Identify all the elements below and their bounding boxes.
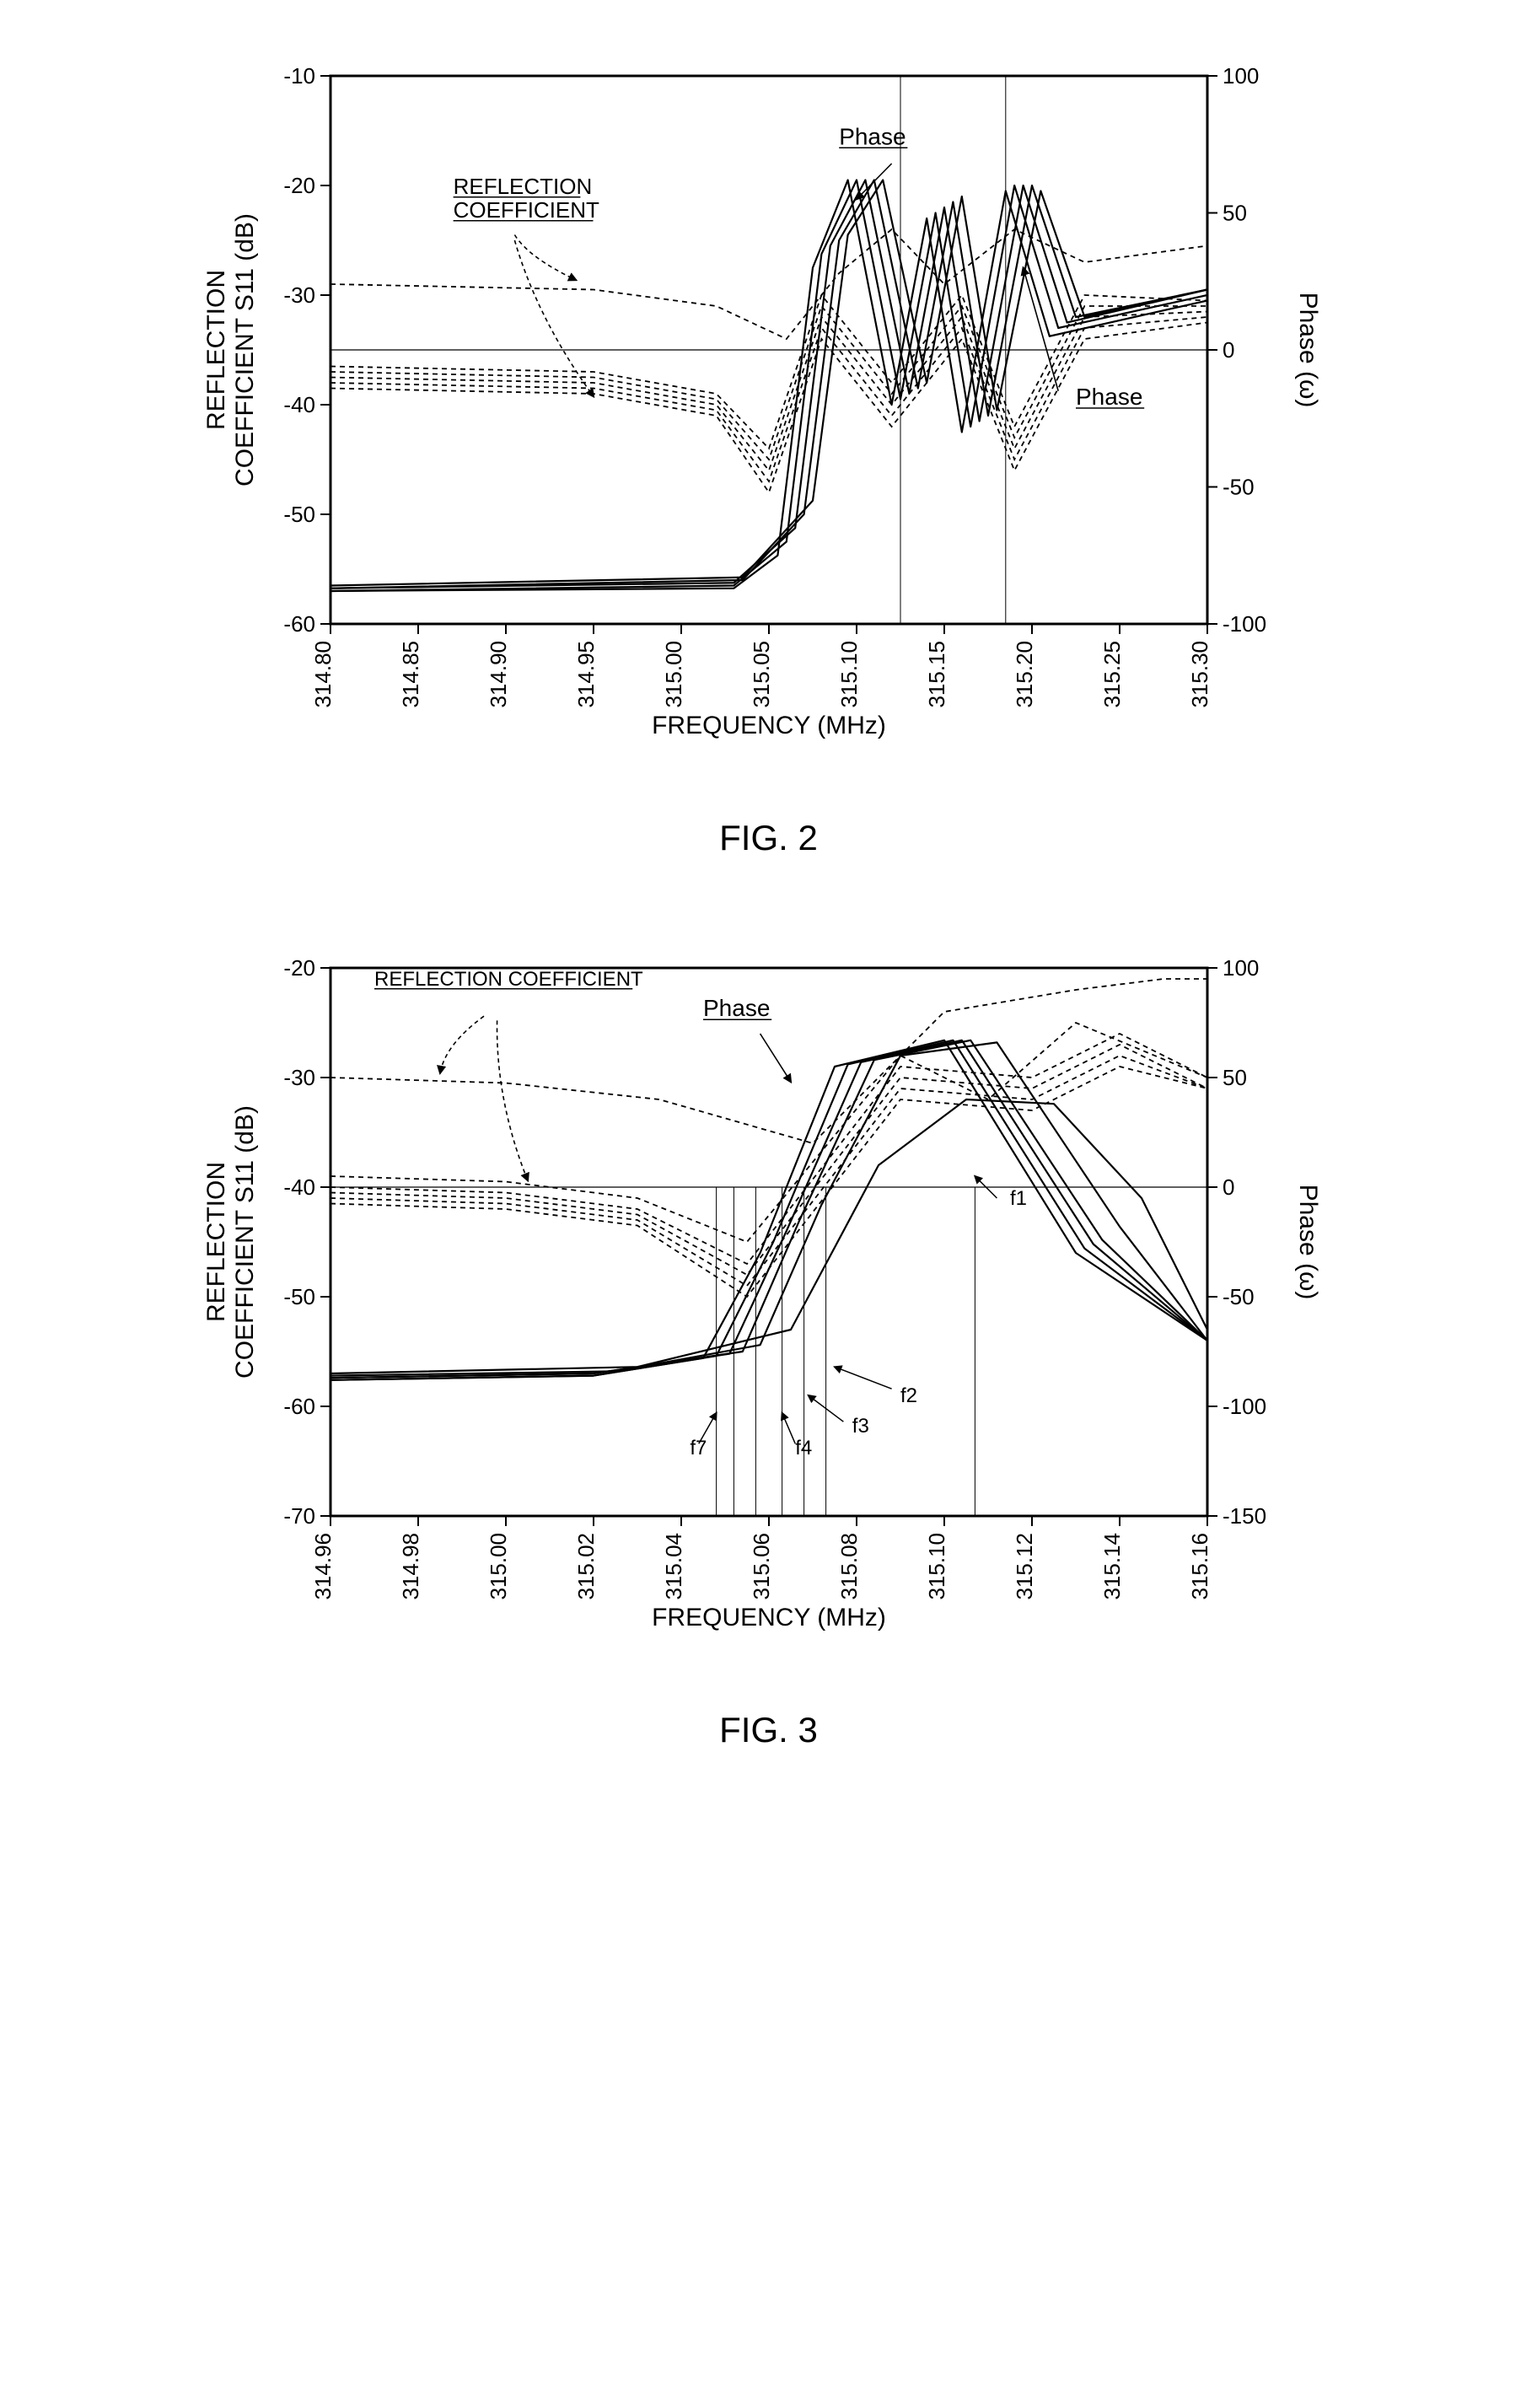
svg-text:-60: -60 <box>283 1394 315 1419</box>
svg-text:REFLECTION COEFFICIENT: REFLECTION COEFFICIENT <box>374 968 643 991</box>
svg-text:Phase: Phase <box>1076 384 1142 410</box>
svg-text:f7: f7 <box>690 1437 707 1459</box>
svg-text:315.10: 315.10 <box>924 1533 949 1600</box>
svg-text:-10: -10 <box>283 63 315 89</box>
svg-text:315.06: 315.06 <box>749 1533 774 1600</box>
svg-text:315.00: 315.00 <box>486 1533 511 1600</box>
svg-text:-100: -100 <box>1223 1394 1266 1419</box>
svg-text:FREQUENCY (MHz): FREQUENCY (MHz) <box>652 712 886 739</box>
svg-text:f1: f1 <box>1010 1187 1027 1210</box>
svg-text:f4: f4 <box>795 1437 812 1459</box>
svg-text:REFLECTIONCOEFFICIENT: REFLECTIONCOEFFICIENT <box>453 174 599 223</box>
svg-text:315.25: 315.25 <box>1099 641 1125 708</box>
svg-text:-60: -60 <box>283 611 315 637</box>
svg-text:-50: -50 <box>1223 475 1255 500</box>
svg-text:-150: -150 <box>1223 1503 1266 1529</box>
fig3-caption: FIG. 3 <box>719 1710 818 1750</box>
svg-text:315.20: 315.20 <box>1012 641 1037 708</box>
svg-text:Phase (ω): Phase (ω) <box>1294 1185 1322 1300</box>
svg-text:315.00: 315.00 <box>661 641 686 708</box>
svg-text:100: 100 <box>1223 63 1259 89</box>
svg-text:Phase: Phase <box>839 123 906 149</box>
svg-text:315.04: 315.04 <box>661 1533 686 1600</box>
svg-text:315.12: 315.12 <box>1012 1533 1037 1600</box>
svg-text:0: 0 <box>1223 1174 1234 1200</box>
svg-text:-70: -70 <box>283 1503 315 1529</box>
svg-text:REFLECTIONCOEFFICIENT S11 (dB): REFLECTIONCOEFFICIENT S11 (dB) <box>202 1105 259 1379</box>
svg-text:314.90: 314.90 <box>486 641 511 708</box>
svg-text:100: 100 <box>1223 955 1259 981</box>
svg-text:315.05: 315.05 <box>749 641 774 708</box>
svg-text:0: 0 <box>1223 337 1234 363</box>
figure-2: 314.80 314.85 314.90 314.95 315.00 315.05 315.… <box>179 34 1359 858</box>
svg-text:Phase (ω): Phase (ω) <box>1294 293 1322 408</box>
svg-text:-40: -40 <box>283 392 315 417</box>
chart-fig3: 314.96 314.98 315.00 315.02 315.04 315.06 315.… <box>179 926 1359 1685</box>
svg-text:314.95: 314.95 <box>573 641 599 708</box>
svg-text:FREQUENCY (MHz): FREQUENCY (MHz) <box>652 1604 886 1631</box>
svg-text:REFLECTIONCOEFFICIENT S11 (dB): REFLECTIONCOEFFICIENT S11 (dB) <box>202 213 259 486</box>
svg-text:314.98: 314.98 <box>398 1533 423 1600</box>
svg-text:50: 50 <box>1223 201 1247 226</box>
svg-text:-50: -50 <box>1223 1284 1255 1309</box>
svg-text:Phase: Phase <box>703 995 770 1021</box>
svg-text:315.10: 315.10 <box>836 641 862 708</box>
svg-text:f2: f2 <box>900 1384 917 1407</box>
svg-text:315.02: 315.02 <box>573 1533 599 1600</box>
chart-fig2: 314.80 314.85 314.90 314.95 315.00 315.05 315.… <box>179 34 1359 793</box>
svg-text:-50: -50 <box>283 1284 315 1309</box>
svg-text:315.15: 315.15 <box>924 641 949 708</box>
figure-3: 314.96 314.98 315.00 315.02 315.04 315.06 315.… <box>179 926 1359 1750</box>
svg-text:50: 50 <box>1223 1065 1247 1090</box>
svg-text:-30: -30 <box>283 1065 315 1090</box>
svg-text:-20: -20 <box>283 955 315 981</box>
svg-text:315.08: 315.08 <box>836 1533 862 1600</box>
svg-text:f3: f3 <box>852 1415 868 1438</box>
svg-text:-30: -30 <box>283 282 315 308</box>
svg-text:-20: -20 <box>283 173 315 198</box>
svg-text:314.85: 314.85 <box>398 641 423 708</box>
svg-text:-40: -40 <box>283 1174 315 1200</box>
svg-text:-50: -50 <box>283 502 315 527</box>
svg-text:315.30: 315.30 <box>1187 641 1212 708</box>
svg-text:-100: -100 <box>1223 611 1266 637</box>
svg-text:315.16: 315.16 <box>1187 1533 1212 1600</box>
svg-text:314.96: 314.96 <box>310 1533 336 1600</box>
svg-text:314.80: 314.80 <box>310 641 336 708</box>
svg-text:315.14: 315.14 <box>1099 1533 1125 1600</box>
fig2-caption: FIG. 2 <box>719 818 818 858</box>
